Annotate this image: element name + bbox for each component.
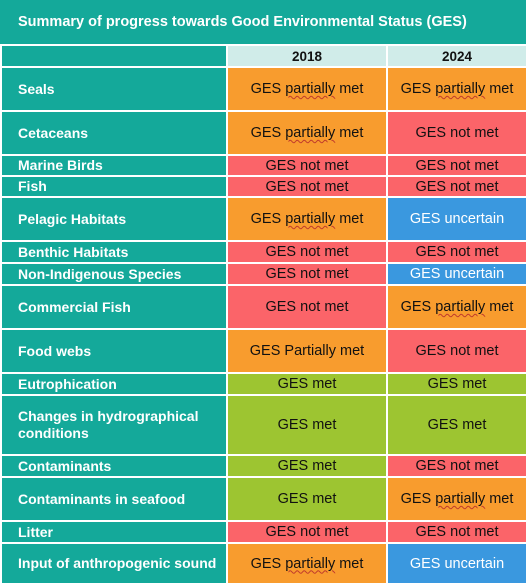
status-2024: GES met [386, 394, 526, 456]
status-2018: GES partially met [226, 110, 388, 156]
status-2018: GES met [226, 454, 388, 478]
status-2024: GES uncertain [386, 196, 526, 242]
row-label: Food webs [0, 328, 228, 374]
year-header-row: 2018 2024 [0, 44, 526, 68]
status-2024: GES not met [386, 520, 526, 544]
table-row: Eutrophication GES met GES met [0, 372, 526, 396]
status-2024: GES not met [386, 110, 526, 156]
table-row: Fish GES not met GES not met [0, 175, 526, 198]
status-2018: GES not met [226, 284, 388, 330]
ges-status-table: 2018 2024 Seals GES partially met GES pa… [0, 44, 526, 585]
status-2018: GES met [226, 476, 388, 522]
status-2024: GES met [386, 372, 526, 396]
row-label: Seals [0, 66, 228, 112]
column-header-2024: 2024 [386, 44, 526, 68]
table-row: Food webs GES Partially met GES not met [0, 328, 526, 374]
status-2024: GES partially met [386, 476, 526, 522]
status-2018: GES partially met [226, 196, 388, 242]
status-2018: GES not met [226, 154, 388, 177]
row-label: Eutrophication [0, 372, 228, 396]
row-label: Commercial Fish [0, 284, 228, 330]
row-label: Litter [0, 520, 228, 544]
status-2018: GES partially met [226, 66, 388, 112]
status-2018: GES Partially met [226, 328, 388, 374]
row-label: Pelagic Habitats [0, 196, 228, 242]
table-row: Contaminants in seafood GES met GES part… [0, 476, 526, 522]
status-2018: GES not met [226, 240, 388, 264]
status-2024: GES partially met [386, 66, 526, 112]
table-row: Seals GES partially met GES partially me… [0, 66, 526, 112]
status-2024: GES uncertain [386, 262, 526, 286]
table-row: Pelagic Habitats GES partially met GES u… [0, 196, 526, 242]
column-header-2018: 2018 [226, 44, 388, 68]
status-2018: GES not met [226, 175, 388, 198]
table-row: Changes in hydrographical conditions GES… [0, 394, 526, 456]
row-label: Benthic Habitats [0, 240, 228, 264]
status-2018: GES met [226, 394, 388, 456]
table-row: Litter GES not met GES not met [0, 520, 526, 544]
row-label: Marine Birds [0, 154, 228, 177]
table-row: Contaminants GES met GES not met [0, 454, 526, 478]
status-2024: GES partially met [386, 284, 526, 330]
status-2018: GES not met [226, 520, 388, 544]
status-2024: GES not met [386, 240, 526, 264]
table-row: Benthic Habitats GES not met GES not met [0, 240, 526, 264]
row-label: Input of anthropogenic sound [0, 542, 228, 585]
table-row: Cetaceans GES partially met GES not met [0, 110, 526, 156]
status-2024: GES uncertain [386, 542, 526, 585]
row-label: Fish [0, 175, 228, 198]
status-2018: GES met [226, 372, 388, 396]
status-2018: GES partially met [226, 542, 388, 585]
table-row: Marine Birds GES not met GES not met [0, 154, 526, 177]
row-label: Changes in hydrographical conditions [0, 394, 228, 456]
status-2018: GES not met [226, 262, 388, 286]
status-2024: GES not met [386, 175, 526, 198]
table-row: Commercial Fish GES not met GES partiall… [0, 284, 526, 330]
status-2024: GES not met [386, 454, 526, 478]
header-corner-cell [0, 44, 228, 68]
figure-title: Summary of progress towards Good Environ… [0, 0, 526, 44]
table-row: Input of anthropogenic sound GES partial… [0, 542, 526, 585]
row-label: Contaminants [0, 454, 228, 478]
row-label: Contaminants in seafood [0, 476, 228, 522]
table-row: Non-Indigenous Species GES not met GES u… [0, 262, 526, 286]
status-2024: GES not met [386, 328, 526, 374]
row-label: Non-Indigenous Species [0, 262, 228, 286]
row-label: Cetaceans [0, 110, 228, 156]
status-2024: GES not met [386, 154, 526, 177]
